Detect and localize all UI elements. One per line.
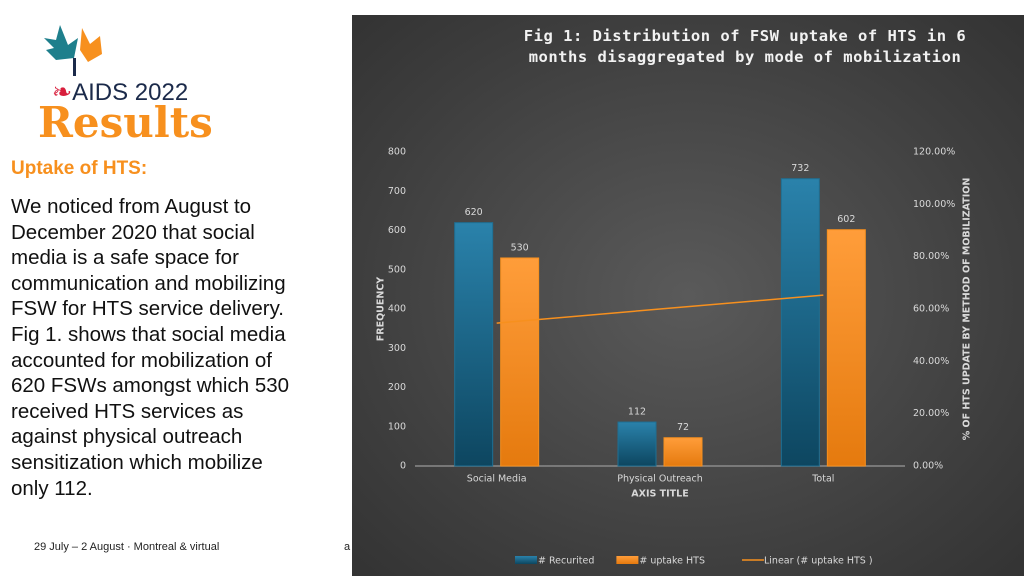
data-label: 112 [628, 407, 646, 418]
body-text: We noticed from August to December 2020 t… [11, 194, 289, 501]
y-axis-title: FREQUENCY [376, 277, 387, 341]
y2-tick-label: 0.00% [913, 461, 943, 472]
x-tick-label: Social Media [467, 474, 527, 485]
y2-tick-label: 60.00% [913, 304, 949, 315]
heading: Results [38, 98, 213, 147]
x-tick-label: Total [811, 474, 834, 485]
data-label: 732 [791, 163, 809, 174]
y-tick-label: 600 [388, 225, 406, 236]
bar [454, 222, 494, 467]
bar [780, 178, 820, 467]
body-line: December 2020 that social [11, 220, 255, 244]
bar [826, 229, 866, 467]
body-line: accounted for mobilization of [11, 348, 272, 372]
y2-tick-label: 20.00% [913, 408, 949, 419]
y-tick-label: 300 [388, 343, 406, 354]
trend-line [496, 294, 824, 324]
legend-label: Linear (# uptake HTS ) [764, 556, 873, 567]
legend-label: # uptake HTS [639, 556, 705, 567]
footer: 29 July – 2 August · Montreal & virtual [34, 541, 220, 553]
body-line: We noticed from August to [11, 195, 252, 218]
y-tick-label: 0 [400, 461, 406, 472]
y2-axis-title: % OF HTS UPDATE BY METHOD OF MOBILIZATIO… [962, 178, 973, 441]
y2-tick-label: 120.00% [913, 147, 955, 158]
body-line: against physical outreach [11, 425, 243, 449]
body-line: 620 FSWs amongst which 530 [11, 374, 290, 398]
subheading: Uptake of HTS: [11, 158, 148, 179]
body-line: communication and mobilizing [11, 271, 286, 295]
y-tick-label: 400 [388, 304, 406, 315]
y2-tick-label: 100.00% [913, 199, 955, 210]
x-axis-title: AXIS TITLE [631, 489, 688, 500]
y2-tick-label: 40.00% [913, 356, 949, 367]
body-line: only 112. [11, 476, 93, 500]
body-line: received HTS services as [11, 399, 244, 423]
body-line: FSW for HTS service delivery. [11, 297, 284, 321]
conference: ❧AIDS 2022 [52, 79, 189, 106]
y-tick-label: 700 [388, 186, 406, 197]
legend-swatch [616, 556, 639, 564]
bar [617, 421, 657, 467]
y-tick-label: 500 [388, 264, 406, 275]
data-label: 72 [677, 422, 689, 433]
data-label: 530 [511, 242, 529, 253]
y2-tick-label: 80.00% [913, 251, 949, 262]
body-line: sensitization which mobilize [11, 450, 263, 474]
y-tick-label: 200 [388, 382, 406, 393]
data-label: 602 [837, 214, 855, 225]
data-label: 620 [465, 207, 483, 218]
bar [500, 257, 540, 467]
footer-fragment: a [344, 541, 351, 553]
x-tick-label: Physical Outreach [617, 474, 703, 485]
body-line: media is a safe space for [11, 246, 239, 270]
bar [663, 437, 703, 467]
body-line: Fig 1. shows that social media [11, 322, 286, 346]
chart-title: Fig 1: Distribution of FSW uptake of HTS… [523, 27, 967, 66]
legend-swatch [515, 556, 537, 564]
y-tick-label: 800 [388, 147, 406, 158]
logo [44, 25, 102, 76]
legend-label: # Recurited [538, 556, 594, 567]
y-tick-label: 100 [388, 421, 406, 432]
